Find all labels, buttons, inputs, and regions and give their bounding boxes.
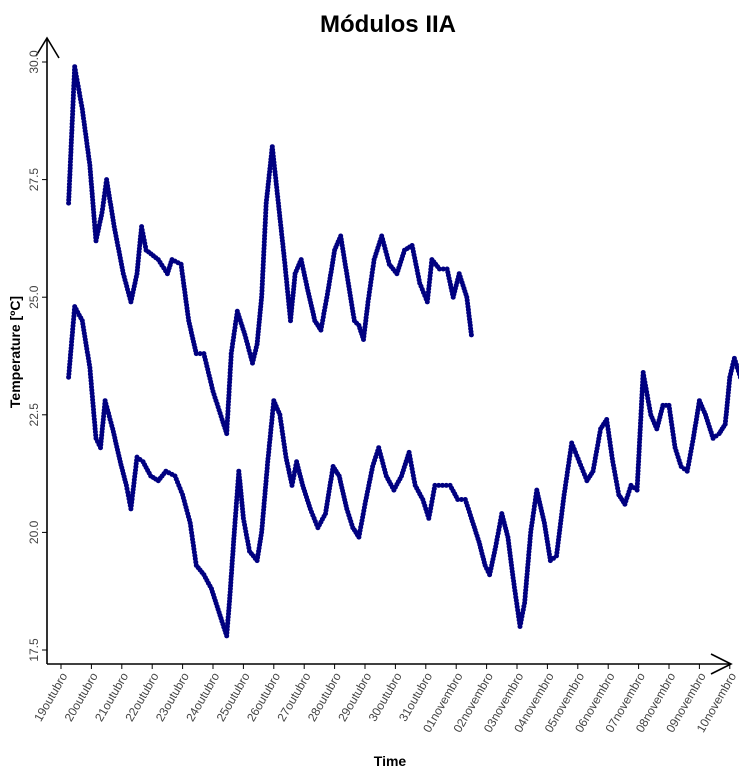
y-tick-label: 22.5	[27, 403, 41, 427]
x-axis-label: Time	[374, 753, 407, 769]
data-point	[440, 266, 446, 272]
x-axis: 19outubro20outubro21outubro22outubro23ou…	[31, 653, 739, 735]
y-tick-label: 20.0	[27, 520, 41, 544]
data-point	[459, 497, 464, 502]
y-tick-label: 30.0	[27, 50, 41, 74]
data-point	[455, 497, 461, 502]
y-axis-arrow-icon	[35, 36, 60, 59]
y-tick-label: 27.5	[27, 168, 41, 192]
data-point	[440, 482, 445, 488]
data-point	[197, 351, 203, 357]
data-point	[443, 482, 449, 488]
data-point	[437, 266, 442, 272]
data-point	[432, 482, 438, 488]
data-point	[193, 351, 199, 357]
data-point	[736, 371, 739, 377]
data-point	[436, 482, 442, 488]
y-axis-label: Temperature [ºC]	[7, 296, 23, 408]
data-point	[468, 332, 474, 338]
x-axis-arrow-icon	[710, 653, 733, 675]
y-axis: 17.5 20.0 22.5 25.0 27.5 30.0	[27, 36, 60, 664]
data-points	[66, 64, 739, 639]
chart-title: Módulos IIA	[320, 11, 456, 38]
y-tick-label: 17.5	[27, 638, 41, 662]
y-tick-label: 25.0	[27, 285, 41, 309]
